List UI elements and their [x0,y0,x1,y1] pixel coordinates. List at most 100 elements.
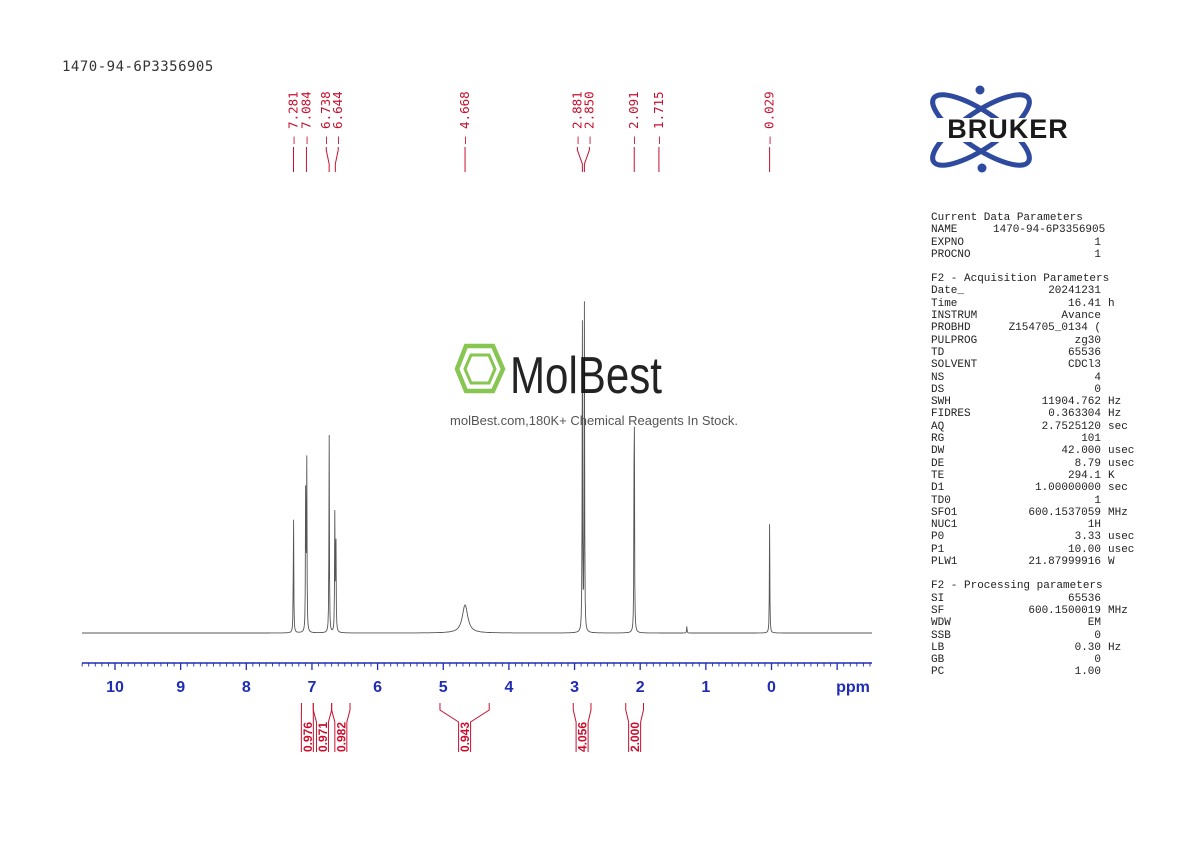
peak-label-text: — 2.091 [626,91,641,144]
spectrum-trace [82,301,872,634]
param-unit: usec [1108,457,1135,470]
param-unit [1101,519,1108,531]
param-key: WDW [931,617,951,630]
param-row-wdw: WDW EM [931,617,1141,629]
x-tick-label: 10 [106,679,124,696]
param-key: DW [931,445,945,458]
processing-params-title: F2 - Processing parameters [931,580,1103,593]
param-row-expno: EXPNO 1 [931,237,1141,249]
param-key: SWH [931,396,951,409]
param-value: 1470-94-6P3356905 [993,224,1106,237]
param-key: PROCNO [931,248,971,261]
x-tick-label: 7 [307,679,316,696]
param-row-nuc1: NUC1 1H [931,519,1141,531]
param-value: 0 [1094,629,1101,642]
peak-label: — 1.715 [651,91,666,172]
param-row-fidres: FIDRES 0.363304 Hz [931,408,1141,420]
x-tick-label: 1 [701,679,710,696]
param-value: 65536 [1067,346,1101,359]
param-row-date: Date_ 20241231 [931,285,1141,297]
integral-bracket [572,703,592,752]
param-key: PULPROG [931,334,978,347]
param-unit [1101,666,1108,678]
x-tick-label: 9 [176,679,185,696]
param-value: 600.1537059 [1028,506,1101,519]
param-row-p0: P0 3.33 usec [931,531,1141,543]
param-unit [1101,654,1108,666]
peak-label-text: — 4.668 [457,91,472,144]
current-params-section: Current Data Parameters NAME 1470-94-6P33… [931,212,1141,261]
param-row-td0: TD0 1 [931,495,1141,507]
param-value: 1 [1094,248,1101,261]
param-value: 16.41 [1067,297,1101,310]
param-row-probhd: PROBHD Z154705_0134 ( [931,322,1141,334]
param-unit: usec [1108,531,1135,544]
param-key: D1 [931,482,945,495]
param-value: 0 [1094,654,1101,667]
param-value: Avance [1061,310,1101,323]
param-key: RG [931,433,945,446]
param-key: SSB [931,629,951,642]
param-unit [1101,237,1108,249]
param-row-te: TE 294.1 K [931,470,1141,482]
molbest-wordmark: MolBest [510,347,662,405]
param-key: DE [931,457,945,470]
integral: 4.056 [572,703,592,752]
param-key: PROBHD [931,322,971,335]
peak-label: — 4.668 [457,91,472,172]
param-value: 4 [1094,371,1101,384]
param-key: SOLVENT [931,359,978,372]
molbest-watermark: MolBest [454,343,662,405]
param-unit [1101,384,1108,396]
param-row-dw: DW 42.000 usec [931,445,1141,457]
param-key: GB [931,654,945,667]
param-row-ns: NS 4 [931,372,1141,384]
param-row-ssb: SSB 0 [931,630,1141,642]
molbest-hexagon-icon [454,343,506,394]
processing-params-section: F2 - Processing parameters SI 65536 SF 600.… [931,580,1141,678]
peak-label-text: — 7.281 [286,91,301,144]
logo-electron-2 [977,163,987,173]
peak-label: — 2.881 [569,91,584,172]
logo-electron-1 [975,85,985,95]
peak-label-text: — 2.881 [569,91,584,144]
param-row-plw1: PLW1 21.87999916 W [931,556,1141,568]
peak-label-text: — 0.029 [762,91,777,144]
integral: 0.971 [312,703,333,752]
integral: 0.943 [439,703,490,752]
param-unit [1101,347,1108,359]
param-unit: MHz [1108,604,1128,617]
current-params-title: Current Data Parameters [931,212,1083,224]
param-value: Z154705_0134 ( [1008,322,1101,335]
param-key: TD [931,346,945,359]
peak-leader-line [576,147,583,172]
param-unit [1101,310,1108,322]
param-key: AQ [931,420,945,433]
param-unit [1101,359,1108,371]
param-value: 1.00000000 [1034,482,1101,495]
param-unit [1101,224,1108,236]
param-unit [1101,285,1108,297]
param-unit: h [1108,297,1115,310]
param-key: FIDRES [931,408,971,421]
param-key: P1 [931,543,945,556]
param-value: 21.87999916 [1028,556,1101,569]
param-row-time: Time 16.41 h [931,298,1141,310]
acquisition-params-section: F2 - Acquisition Parameters Date_ 2024123… [931,273,1141,568]
param-value: 11904.762 [1041,396,1101,409]
param-row-de: DE 8.79 usec [931,458,1141,470]
param-unit [1101,617,1108,629]
param-key: NAME [931,224,958,237]
logo-orbit-1 [930,92,1032,168]
param-unit: MHz [1108,506,1128,519]
peak-label-text: — 1.715 [651,91,666,144]
integral-bracket [331,703,351,752]
param-unit: Hz [1108,641,1122,654]
integral-bracket [625,703,644,752]
param-unit: K [1108,469,1115,482]
peak-label: — 6.644 [330,91,345,172]
param-row-p1: P1 10.00 usec [931,544,1141,556]
peak-label-text: — 7.084 [298,91,313,144]
param-key: SF [931,604,945,617]
